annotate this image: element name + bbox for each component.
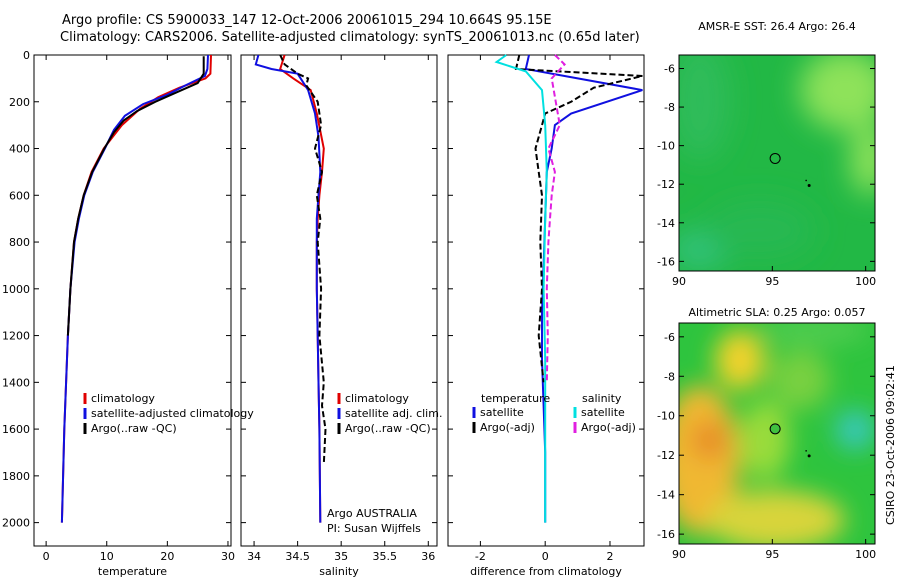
temperature-profile-xlabel: temperature bbox=[98, 565, 167, 578]
altimetric-sla-map-track-dot bbox=[807, 454, 811, 458]
altimetric-sla-map-ytick-label: -6 bbox=[664, 331, 675, 344]
salinity-profile-axes-frame bbox=[240, 54, 438, 547]
figure-title-line2: Climatology: CARS2006. Satellite-adjuste… bbox=[60, 30, 640, 45]
depth-tick-label: 2000 bbox=[2, 517, 30, 530]
depth-tick-label: 1800 bbox=[2, 470, 30, 483]
amsr-sst-map-xtick-label: 100 bbox=[855, 275, 876, 288]
pi-name-label: PI: Susan Wijffels bbox=[327, 522, 421, 535]
salinity-profile-legend-label: climatology bbox=[345, 392, 409, 405]
amsr-sst-map-ytick-label: -12 bbox=[657, 178, 675, 191]
temperature-profile-xtick-label: 20 bbox=[160, 550, 174, 563]
amsr-sst-map-title: AMSR-E SST: 26.4 Argo: 26.4 bbox=[698, 20, 856, 33]
altimetric-sla-map-xtick-label: 100 bbox=[855, 548, 876, 561]
depth-tick-label: 0 bbox=[23, 49, 30, 62]
altimetric-sla-map-ytick-label: -14 bbox=[657, 489, 675, 502]
difference-profile-series-salinity-argo-adj- bbox=[545, 54, 566, 383]
altimetric-sla-map-ytick-label: -16 bbox=[657, 528, 675, 541]
salinity-profile-xtick-label: 34 bbox=[247, 550, 261, 563]
altimetric-sla-map-frame bbox=[678, 322, 876, 545]
salinity-profile-series-satellite-adj-clim- bbox=[254, 54, 322, 523]
depth-tick-label: 600 bbox=[9, 189, 30, 202]
argo-australia-label: Argo AUSTRALIA bbox=[327, 507, 417, 520]
amsr-sst-map-ytick-label: -14 bbox=[657, 217, 675, 230]
salinity-profile-legend-label: Argo(..raw -QC) bbox=[345, 422, 431, 435]
amsr-sst-map-ytick-label: -10 bbox=[657, 140, 675, 153]
figure-title-line1: Argo profile: CS 5900033_147 12-Oct-2006… bbox=[62, 13, 552, 28]
difference-profile-xlabel: difference from climatology bbox=[470, 565, 622, 578]
difference-legend-label: Argo(-adj) bbox=[480, 421, 535, 434]
difference-legend-label: satellite bbox=[480, 406, 524, 419]
sst-map-field bbox=[679, 55, 875, 271]
amsr-sst-map-track-dot bbox=[807, 183, 811, 187]
temperature-profile-series-satellite-adjusted-climatology bbox=[60, 54, 209, 523]
amsr-sst-map-track-dot bbox=[805, 179, 807, 182]
amsr-sst-map-argo-marker bbox=[769, 152, 781, 164]
difference-legend-label: Argo(-adj) bbox=[581, 421, 636, 434]
difference-profile-series-salinity-satellite bbox=[494, 54, 548, 523]
temperature-profile-legend-label: satellite-adjusted climatology bbox=[91, 407, 254, 420]
difference-legend-title-temperature: temperature bbox=[481, 392, 550, 405]
altimetric-sla-map-track-dot bbox=[805, 450, 807, 452]
salinity-profile-xtick-label: 36 bbox=[421, 550, 435, 563]
depth-tick-label: 1000 bbox=[2, 283, 30, 296]
amsr-sst-map-ytick-label: -16 bbox=[657, 255, 675, 268]
temperature-profile-axes-frame bbox=[33, 54, 232, 547]
difference-profile-xtick-label: 0 bbox=[542, 550, 549, 563]
temperature-profile-xtick-label: 0 bbox=[43, 550, 50, 563]
altimetric-sla-map-argo-marker bbox=[769, 423, 781, 435]
amsr-sst-map-ytick-label: -8 bbox=[664, 101, 675, 114]
amsr-sst-map-xtick-label: 95 bbox=[765, 275, 779, 288]
altimetric-sla-map-title: Altimetric SLA: 0.25 Argo: 0.057 bbox=[688, 306, 865, 319]
temperature-profile-xtick-label: 30 bbox=[221, 550, 235, 563]
temperature-profile-series-climatology bbox=[60, 54, 212, 523]
depth-tick-label: 400 bbox=[9, 143, 30, 156]
amsr-sst-map-xtick-label: 90 bbox=[672, 275, 686, 288]
salinity-profile-xtick-label: 35.5 bbox=[372, 550, 397, 563]
depth-tick-label: 1600 bbox=[2, 423, 30, 436]
difference-legend-label: satellite bbox=[581, 406, 625, 419]
difference-profile-series-temperature-argo-adj- bbox=[514, 54, 643, 383]
depth-tick-label: 1400 bbox=[2, 376, 30, 389]
depth-tick-label: 200 bbox=[9, 96, 30, 109]
temperature-profile-xtick-label: 10 bbox=[100, 550, 114, 563]
salinity-profile-legend-label: satellite adj. clim. bbox=[345, 407, 442, 420]
depth-tick-label: 800 bbox=[9, 236, 30, 249]
difference-profile-xtick-label: 2 bbox=[606, 550, 613, 563]
temperature-profile-legend-label: climatology bbox=[91, 392, 155, 405]
altimetric-sla-map-ytick-label: -10 bbox=[657, 410, 675, 423]
salinity-profile-series-argo-raw-qc- bbox=[279, 54, 327, 465]
depth-tick-label: 1200 bbox=[2, 330, 30, 343]
temperature-profile-series-argo-raw-qc- bbox=[66, 56, 205, 336]
difference-profile-axes-frame bbox=[447, 54, 645, 547]
amsr-sst-map-ytick-label: -6 bbox=[664, 63, 675, 76]
altimetric-sla-map-xtick-label: 90 bbox=[672, 548, 686, 561]
salinity-profile-xtick-label: 35 bbox=[334, 550, 348, 563]
altimetric-sla-map-xtick-label: 95 bbox=[765, 548, 779, 561]
difference-legend-title-salinity: salinity bbox=[582, 392, 622, 405]
salinity-profile-xlabel: salinity bbox=[319, 565, 359, 578]
altimetric-sla-map-ytick-label: -8 bbox=[664, 370, 675, 383]
difference-profile-xtick-label: -2 bbox=[475, 550, 486, 563]
amsr-sst-map-frame bbox=[678, 54, 876, 272]
temperature-profile-legend-label: Argo(..raw -QC) bbox=[91, 422, 177, 435]
salinity-profile-xtick-label: 34.5 bbox=[285, 550, 310, 563]
credit-timestamp: CSIRO 23-Oct-2006 09:02:41 bbox=[884, 365, 897, 525]
sla-map-field bbox=[679, 323, 875, 544]
altimetric-sla-map-ytick-label: -12 bbox=[657, 449, 675, 462]
